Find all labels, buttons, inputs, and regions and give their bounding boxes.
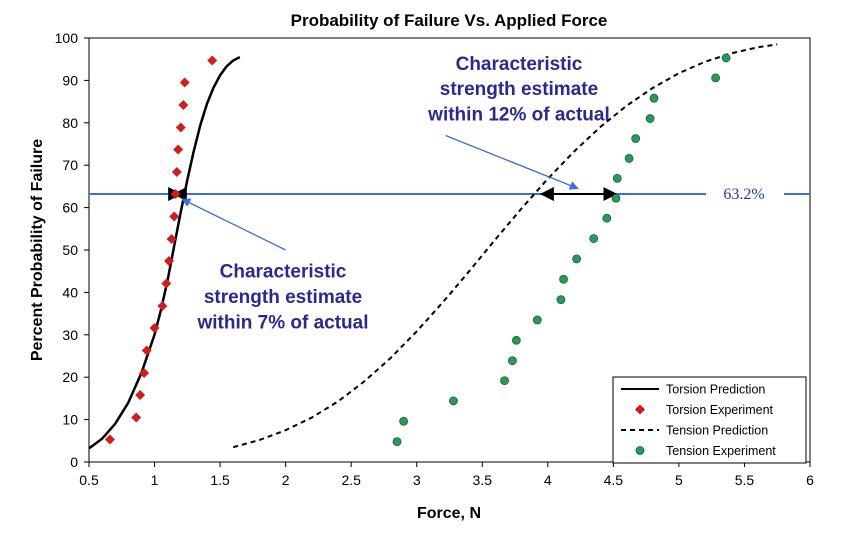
data-point-circle (556, 295, 566, 305)
x-tick-label: 5 (675, 472, 683, 488)
legend-label: Tension Experiment (666, 444, 776, 458)
reference-line-group: 63.2% (89, 183, 810, 206)
data-point-circle (511, 335, 521, 345)
data-point-circle (602, 213, 612, 223)
data-point-diamond (163, 256, 174, 267)
series-markers (104, 53, 731, 447)
legend-label: Torsion Prediction (666, 383, 765, 397)
y-tick-label: 10 (62, 412, 78, 428)
data-point-circle (572, 254, 582, 264)
annotations: Characteristic strength estimate within 12… (181, 54, 610, 333)
data-point-circle (392, 437, 402, 447)
annotation-text-tension: Characteristic (456, 54, 583, 75)
data-point-circle (612, 173, 622, 183)
data-point-diamond (179, 77, 190, 88)
data-point-circle (624, 154, 634, 163)
data-point-circle (589, 234, 599, 243)
data-point-diamond (131, 412, 142, 423)
data-point-diamond (173, 144, 184, 155)
series-lines (88, 43, 778, 450)
x-tick-label: 2 (282, 472, 290, 488)
annotation-text-torsion: within 7% of actual (196, 312, 368, 333)
data-point-circle (559, 274, 568, 284)
annotation-arrow-torsion (181, 198, 286, 251)
data-point-diamond (104, 434, 115, 445)
data-point-diamond (141, 345, 152, 356)
y-tick-label: 80 (62, 115, 78, 131)
data-point-diamond (161, 278, 172, 289)
series-line-0 (88, 55, 241, 450)
data-point-diamond (157, 300, 168, 311)
legend-label: Tension Prediction (666, 424, 768, 438)
data-point-diamond (169, 211, 180, 222)
y-tick-label: 0 (70, 454, 78, 470)
reference-label: 63.2% (723, 186, 764, 203)
x-tick-label: 4 (544, 472, 552, 488)
y-axis-label: Percent Probability of Failure (29, 139, 46, 361)
y-tick-label: 90 (62, 72, 78, 88)
data-point-circle (721, 53, 731, 63)
legend: Torsion Prediction Torsion Experiment Tens… (612, 376, 807, 464)
annotation-arrow-tension (445, 134, 579, 190)
x-tick-label: 3.5 (473, 472, 493, 488)
axis-ticks: 0.5 1 1.5 2 2.5 3 3.5 4 4.5 5 5.5 60102030405060708… (55, 30, 814, 488)
legend-swatch-circle (635, 446, 645, 455)
data-point-circle (500, 376, 509, 385)
x-axis-label: Force, N (417, 505, 481, 522)
data-point-diamond (139, 367, 150, 378)
series-line-2 (232, 43, 778, 449)
reference-label-bg (706, 183, 784, 206)
data-point-circle (449, 396, 458, 406)
y-tick-label: 100 (55, 30, 79, 46)
x-tick-label: 4.5 (604, 472, 624, 488)
x-tick-label: 0.5 (79, 472, 99, 488)
data-point-circle (645, 114, 655, 123)
annotation-text-tension: strength estimate (440, 79, 598, 100)
x-tick-label: 1 (151, 472, 159, 488)
x-tick-label: 1.5 (210, 472, 230, 488)
chart-title: Probability of Failure Vs. Applied Force (291, 11, 608, 30)
annotation-text-tension: within 12% of actual (427, 105, 610, 126)
data-point-diamond (166, 233, 177, 244)
data-point-diamond (175, 122, 186, 133)
data-point-diamond (178, 99, 189, 110)
data-point-circle (631, 134, 641, 143)
data-point-diamond (149, 323, 160, 334)
data-point-diamond (207, 55, 218, 66)
x-tick-label: 3 (413, 472, 421, 488)
x-tick-label: 5.5 (735, 472, 755, 488)
data-point-diamond (171, 166, 182, 177)
y-tick-label: 70 (62, 157, 78, 173)
y-tick-label: 30 (62, 327, 78, 343)
data-point-circle (711, 73, 721, 83)
data-point-diamond (170, 189, 181, 200)
y-tick-label: 20 (62, 369, 78, 385)
annotation-text-torsion: Characteristic (220, 262, 347, 283)
data-point-circle (399, 416, 409, 426)
annotation-text-torsion: strength estimate (204, 287, 362, 308)
y-tick-label: 50 (62, 242, 78, 258)
data-point-circle (649, 93, 659, 103)
legend-label: Torsion Experiment (666, 403, 774, 417)
y-tick-label: 60 (62, 200, 78, 216)
x-tick-label: 2.5 (341, 472, 361, 488)
data-point-circle (611, 193, 621, 203)
legend-swatch-diamond (635, 404, 645, 415)
data-point-circle (532, 315, 542, 325)
y-tick-label: 40 (62, 284, 78, 300)
data-point-diamond (135, 390, 146, 401)
x-tick-label: 6 (806, 472, 814, 488)
data-point-circle (508, 356, 517, 366)
legend-box (612, 376, 807, 464)
